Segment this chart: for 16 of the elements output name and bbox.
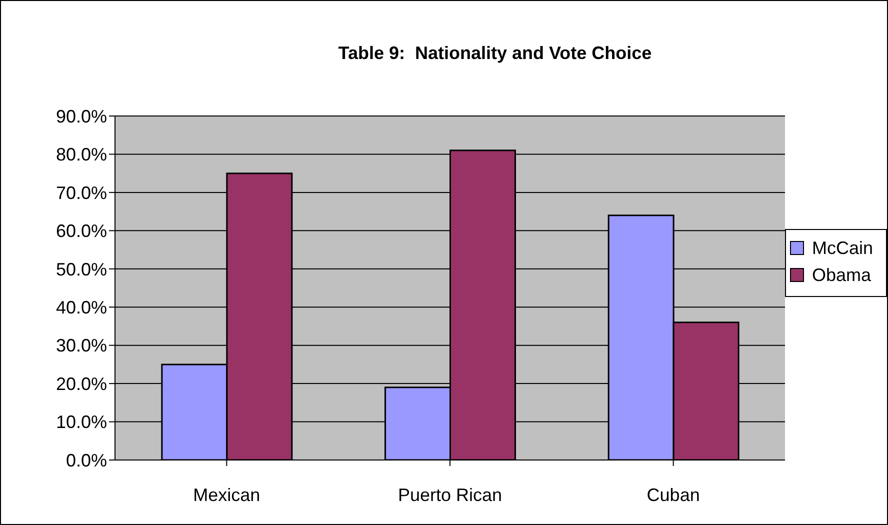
- legend-label: McCain: [812, 238, 874, 258]
- y-tick-label: 70.0%: [56, 182, 107, 203]
- x-tick-label: Puerto Rican: [398, 484, 502, 505]
- y-tick-label: 90.0%: [56, 106, 107, 126]
- x-tick-label: Cuban: [646, 484, 700, 505]
- y-tick-label: 30.0%: [56, 336, 107, 356]
- y-tick-label: 50.0%: [56, 259, 107, 280]
- legend-label: Obama: [812, 264, 872, 286]
- chart-title: Table 9: Nationality and Vote Choice: [337, 43, 653, 64]
- y-tick-label: 20.0%: [56, 374, 107, 394]
- y-tick-label: 0.0%: [66, 450, 107, 470]
- y-tick-label: 80.0%: [56, 144, 107, 165]
- y-tick-label: 10.0%: [56, 412, 107, 432]
- y-tick-label: 60.0%: [56, 221, 107, 242]
- y-tick-label: 40.0%: [56, 298, 107, 318]
- x-tick-label: Mexican: [193, 484, 260, 505]
